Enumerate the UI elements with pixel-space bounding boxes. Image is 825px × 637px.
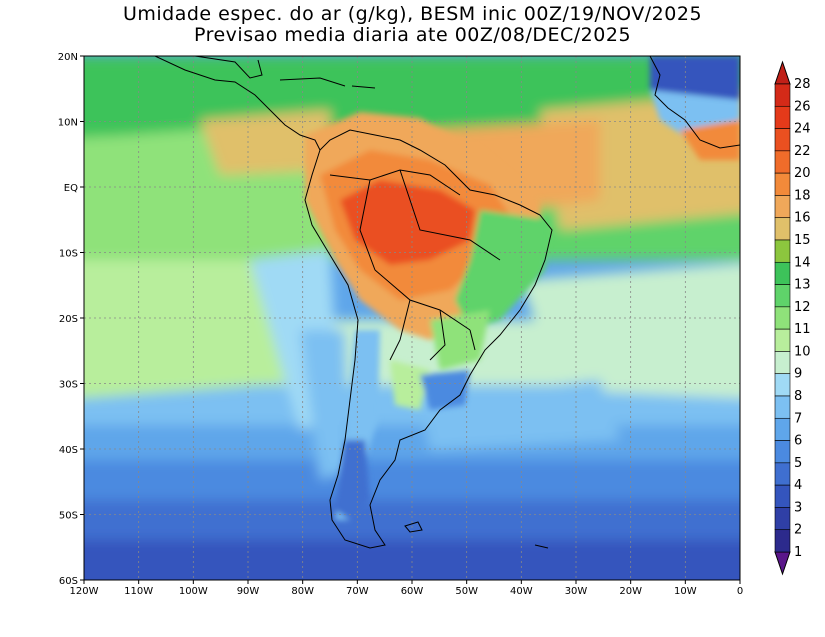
longitude-tick-label: 90W — [237, 586, 260, 597]
colorbar-level-label: 22 — [794, 144, 811, 159]
colorbar-level-label: 18 — [794, 188, 811, 203]
latitude-tick-label: 60S — [59, 576, 78, 587]
longitude-tick-label: 30W — [565, 586, 588, 597]
colorbar-swatch — [774, 217, 791, 241]
colorbar-swatch — [774, 395, 791, 419]
colorbar-level-label: 16 — [794, 211, 811, 226]
colorbar-swatch — [774, 440, 791, 464]
colorbar-level-label: 3 — [794, 500, 802, 515]
colorbar-swatch — [774, 417, 791, 441]
latitude-tick-label: 10S — [59, 249, 78, 260]
longitude-tick-label: 120W — [70, 586, 99, 597]
longitude-tick-label: 100W — [179, 586, 208, 597]
colorbar-swatch — [774, 373, 791, 397]
map-title-line-1: Umidade espec. do ar (g/kg), BESM inic 0… — [122, 3, 703, 25]
colorbar-swatch — [774, 529, 791, 553]
colorbar-swatch — [774, 172, 791, 196]
colorbar-swatch — [774, 83, 791, 107]
colorbar-level-label: 20 — [794, 166, 811, 181]
longitude-tick-label: 110W — [124, 586, 153, 597]
longitude-tick-label: 70W — [346, 586, 369, 597]
colorbar: 28 26 24 22 20 18 16 15 14 13 12 11 10 9 8 7 6 5 4 3 2 1 — [774, 60, 811, 576]
lat-lon-grid — [84, 56, 740, 580]
colorbar-level-label: 26 — [794, 99, 811, 114]
latitude-tick-label: 20S — [59, 314, 78, 325]
colorbar-level-label: 9 — [794, 367, 802, 382]
latitude-axis: 20N 10N EQ 10S 20S 30S 40S 50S 60S — [58, 52, 84, 587]
longitude-tick-label: 50W — [455, 586, 478, 597]
latitude-tick-label: 40S — [59, 445, 78, 456]
colorbar-min-arrow — [774, 551, 791, 576]
longitude-tick-label: 20W — [619, 586, 642, 597]
colorbar-swatch — [774, 284, 791, 308]
colorbar-level-label: 15 — [794, 233, 811, 248]
colorbar-level-label: 13 — [794, 278, 811, 293]
colorbar-level-label: 7 — [794, 411, 802, 426]
longitude-tick-label: 10W — [674, 586, 697, 597]
colorbar-swatch — [774, 239, 791, 263]
colorbar-swatch — [774, 351, 791, 375]
longitude-tick-label: 80W — [291, 586, 314, 597]
map-title-line-2: Previsao media diaria ate 00Z/08/DEC/202… — [193, 24, 632, 46]
colorbar-swatch — [774, 484, 791, 508]
latitude-tick-label: 10N — [58, 118, 78, 129]
colorbar-swatch — [774, 328, 791, 352]
colorbar-level-label: 5 — [794, 456, 802, 471]
colorbar-level-label: 12 — [794, 300, 811, 315]
colorbar-level-label: 4 — [794, 478, 802, 493]
colorbar-swatch — [774, 105, 791, 129]
colorbar-level-label: 6 — [794, 434, 802, 449]
colorbar-swatch — [774, 507, 791, 531]
colorbar-level-label: 8 — [794, 389, 802, 404]
colorbar-level-label: 2 — [794, 523, 802, 538]
colorbar-max-arrow — [774, 60, 791, 85]
colorbar-level-label: 28 — [794, 77, 811, 92]
colorbar-swatch — [774, 462, 791, 486]
latitude-tick-label: 50S — [59, 511, 78, 522]
colorbar-level-label: 14 — [794, 255, 811, 270]
colorbar-level-label: 1 — [794, 545, 802, 560]
colorbar-level-label: 24 — [794, 122, 811, 137]
humidity-field — [84, 56, 740, 580]
longitude-axis: 120W 110W 100W 90W 80W 70W 60W 50W 40W 30W 20W 10W 0 — [70, 580, 743, 597]
colorbar-swatch — [774, 261, 791, 285]
latitude-tick-label: 20N — [58, 52, 78, 63]
colorbar-level-label: 10 — [794, 344, 811, 359]
latitude-tick-label: EQ — [64, 183, 78, 194]
longitude-tick-label: 60W — [401, 586, 424, 597]
coastlines — [154, 56, 740, 549]
colorbar-swatch — [774, 128, 791, 152]
colorbar-swatch — [774, 195, 791, 219]
longitude-tick-label: 0 — [737, 586, 743, 597]
longitude-tick-label: 40W — [510, 586, 533, 597]
colorbar-level-label: 11 — [794, 322, 811, 337]
colorbar-swatch — [774, 306, 791, 330]
colorbar-swatch — [774, 150, 791, 174]
latitude-tick-label: 30S — [59, 380, 78, 391]
